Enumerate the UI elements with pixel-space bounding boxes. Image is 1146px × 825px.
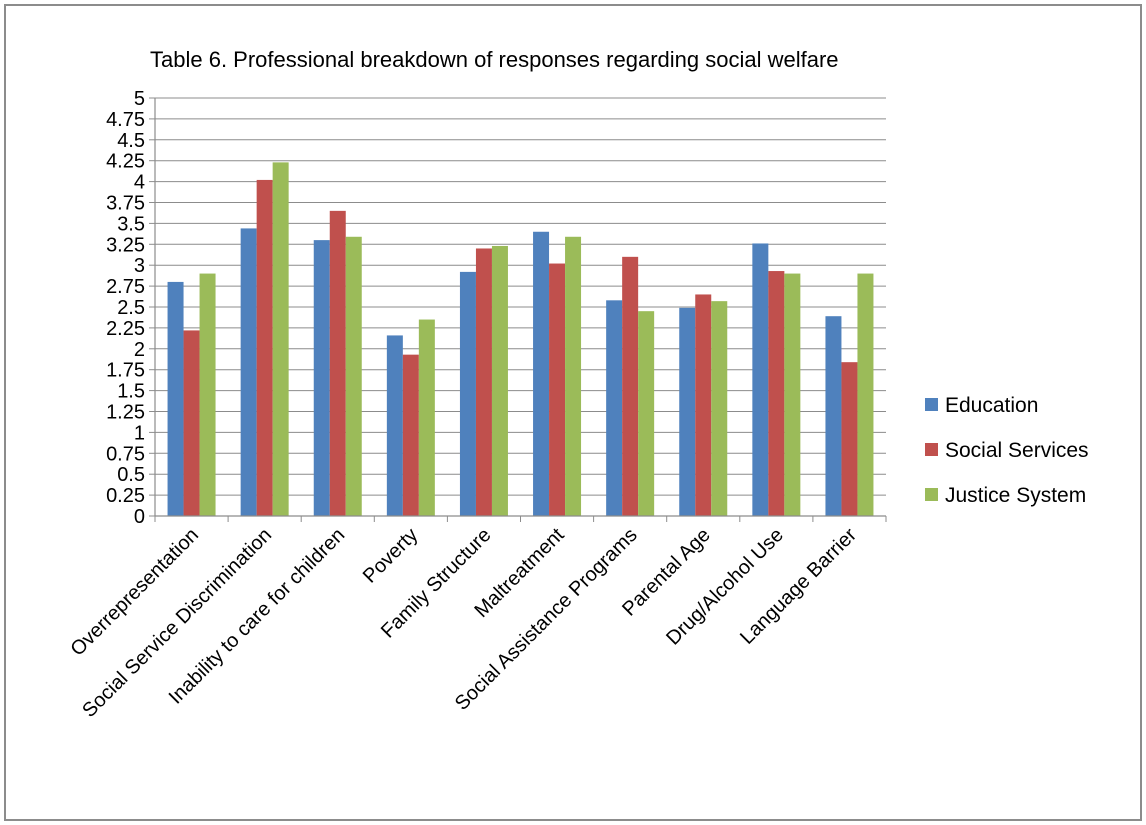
bar-justice-system — [638, 311, 655, 516]
legend: Education Social Services Justice System — [925, 394, 1089, 507]
y-tick-labels: 00.250.50.7511.251.51.7522.252.52.7533.2… — [106, 88, 145, 528]
bar-social-services — [183, 330, 200, 516]
legend-swatch — [925, 443, 938, 456]
bar-social-services — [695, 294, 712, 516]
bar-justice-system — [784, 273, 801, 516]
y-tick-label: 2 — [134, 339, 145, 361]
bar-justice-system — [345, 236, 362, 516]
y-tick-label: 4.75 — [106, 109, 145, 131]
bar-education — [167, 281, 184, 516]
axes — [154, 98, 887, 522]
bar-education — [459, 271, 476, 516]
legend-label: Education — [945, 394, 1038, 417]
y-tick-label: 4.25 — [106, 151, 145, 173]
bar-social-services — [256, 179, 273, 517]
bar-education — [313, 240, 330, 516]
legend-swatch — [925, 398, 938, 411]
bar-education — [752, 243, 769, 517]
bar-social-services — [549, 263, 566, 516]
legend-label: Justice System — [945, 484, 1086, 507]
bar-social-services — [841, 362, 858, 516]
bars — [167, 162, 874, 517]
bar-education — [606, 300, 623, 516]
y-tick-label: 1.25 — [106, 402, 145, 424]
bar-justice-system — [711, 301, 728, 516]
chart-title: Table 6. Professional breakdown of respo… — [150, 47, 839, 72]
bar-education — [825, 316, 842, 516]
y-tick-label: 3.5 — [117, 213, 145, 235]
y-tick-label: 1.75 — [106, 360, 145, 382]
bar-justice-system — [491, 245, 508, 517]
bar-justice-system — [199, 273, 216, 516]
y-tick-label: 3.75 — [106, 193, 145, 215]
y-tick-label: 2.5 — [117, 297, 145, 319]
bar-education — [533, 231, 550, 516]
y-tick-label: 3.25 — [106, 234, 145, 256]
y-tick-label: 3 — [134, 255, 145, 277]
y-tick-label: 2.75 — [106, 276, 145, 298]
bar-social-services — [768, 271, 785, 516]
y-tick-label: 0.25 — [106, 485, 145, 507]
y-tick-label: 0 — [134, 506, 145, 528]
bar-education — [386, 335, 403, 516]
y-tick-label: 1 — [134, 422, 145, 444]
bar-justice-system — [272, 162, 289, 516]
bar-justice-system — [857, 273, 874, 516]
y-tick-label: 2.25 — [106, 318, 145, 340]
legend-swatch — [925, 488, 938, 501]
bar-social-services — [329, 210, 346, 517]
y-tick-label: 0.5 — [117, 464, 145, 486]
legend-label: Social Services — [945, 439, 1089, 462]
bar-justice-system — [418, 319, 435, 516]
bar-social-services — [475, 248, 492, 517]
bar-education — [679, 307, 696, 516]
bar-social-services — [402, 354, 419, 516]
bar-justice-system — [565, 236, 582, 516]
y-tick-label: 4.5 — [117, 130, 145, 152]
y-tick-label: 0.75 — [106, 443, 145, 465]
y-tick-label: 1.5 — [117, 381, 145, 403]
bar-education — [240, 228, 257, 516]
y-tick-label: 5 — [134, 88, 145, 110]
bar-social-services — [622, 256, 639, 516]
y-tick-label: 4 — [134, 172, 145, 194]
